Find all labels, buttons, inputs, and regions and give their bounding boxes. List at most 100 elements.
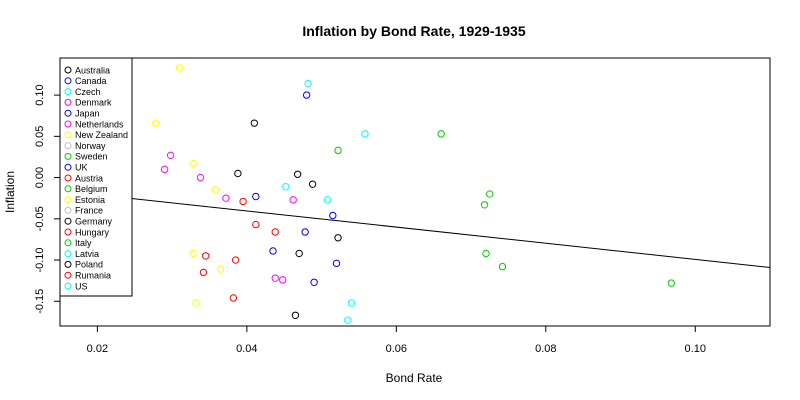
data-point-canada bbox=[302, 91, 311, 99]
legend-marker bbox=[64, 185, 72, 193]
data-point-belgium bbox=[498, 262, 507, 271]
legend-marker bbox=[64, 217, 72, 225]
data-point-japan bbox=[269, 247, 277, 255]
x-tick-label: 0.04 bbox=[236, 343, 257, 355]
y-tick-label: 0.10 bbox=[34, 84, 46, 105]
data-point-netherlands bbox=[271, 274, 279, 282]
data-point-germany bbox=[295, 249, 303, 258]
data-point-canada bbox=[252, 192, 260, 201]
legend-marker bbox=[64, 239, 72, 247]
legend-marker bbox=[64, 271, 72, 279]
x-tick-label: 0.06 bbox=[386, 343, 407, 355]
trend-line-layer bbox=[59, 190, 771, 268]
data-point-uk bbox=[332, 259, 341, 268]
legend-marker bbox=[64, 260, 72, 268]
legend-label: France bbox=[75, 206, 103, 216]
data-point-belgium bbox=[482, 249, 490, 258]
data-point-czech bbox=[304, 79, 312, 88]
legend-label: Denmark bbox=[75, 98, 112, 108]
legend-label: Norway bbox=[75, 141, 106, 151]
y-axis: -0.15 -0.10 -0.05 0.00 0.05 0.10 bbox=[34, 84, 60, 314]
legend-label: UK bbox=[75, 163, 88, 173]
legend-marker bbox=[64, 174, 72, 182]
legend-label: Germany bbox=[75, 217, 113, 227]
legend-marker bbox=[64, 228, 72, 236]
legend-label: New Zealand bbox=[75, 130, 128, 140]
data-point-poland bbox=[291, 311, 300, 319]
legend-marker bbox=[64, 120, 72, 128]
legend-marker bbox=[64, 196, 72, 204]
legend-marker bbox=[64, 88, 72, 96]
data-point-denmark bbox=[196, 173, 205, 182]
data-point-denmark bbox=[166, 151, 175, 160]
data-point-denmark bbox=[289, 196, 297, 204]
legend-box bbox=[59, 57, 133, 297]
legend-marker bbox=[64, 152, 72, 160]
x-tick-label: 0.02 bbox=[87, 343, 108, 355]
data-point-czech bbox=[361, 130, 369, 138]
data-point-hungary bbox=[231, 256, 240, 264]
legend-label: Belgium bbox=[75, 184, 108, 194]
y-tick-label: -0.10 bbox=[34, 247, 46, 272]
data-point-sweden bbox=[486, 190, 494, 198]
data-point-germany bbox=[293, 170, 302, 178]
data-point-hungary bbox=[202, 252, 210, 260]
data-point-austria bbox=[271, 228, 279, 236]
data-point-australia bbox=[234, 169, 242, 178]
legend-label: Latvia bbox=[75, 249, 99, 259]
legend-marker bbox=[64, 77, 72, 85]
legend-marker bbox=[64, 163, 72, 171]
data-point-new-zealand bbox=[189, 159, 197, 168]
data-point-sweden bbox=[437, 130, 445, 138]
legend-marker bbox=[64, 109, 72, 117]
legend: AustraliaCanadaCzechDenmarkJapanNetherla… bbox=[59, 57, 133, 297]
legend-label: Netherlands bbox=[75, 119, 124, 129]
legend-label: Canada bbox=[75, 76, 107, 86]
legend-label: Estonia bbox=[75, 195, 105, 205]
data-point-latvia bbox=[344, 316, 352, 324]
data-point-australia bbox=[250, 119, 259, 127]
y-axis-label: Inflation bbox=[3, 171, 17, 213]
data-point-new-zealand bbox=[211, 186, 220, 194]
data-point-denmark bbox=[222, 194, 230, 202]
x-axis: 0.02 0.04 0.06 0.08 0.10 bbox=[87, 326, 706, 355]
data-point-latvia bbox=[323, 196, 332, 204]
data-point-estonia bbox=[192, 299, 200, 307]
legend-label: Rumania bbox=[75, 271, 111, 281]
data-point-latvia bbox=[347, 299, 356, 307]
legend-label: Japan bbox=[75, 109, 100, 119]
trend-line bbox=[59, 190, 771, 268]
legend-marker bbox=[64, 142, 72, 150]
data-point-belgium bbox=[667, 279, 676, 287]
legend-label: Australia bbox=[75, 65, 110, 75]
data-point-estonia bbox=[189, 249, 197, 258]
data-point-new-zealand bbox=[151, 119, 160, 127]
data-point-austria bbox=[252, 220, 260, 229]
legend-marker bbox=[64, 98, 72, 106]
data-point-hungary bbox=[199, 268, 208, 277]
legend-label: Hungary bbox=[75, 227, 110, 237]
data-point-estonia bbox=[216, 265, 225, 273]
y-tick-label: 0.00 bbox=[34, 167, 46, 188]
y-tick-label: 0.05 bbox=[34, 126, 46, 147]
data-point-netherlands bbox=[160, 165, 169, 174]
legend-label: Austria bbox=[75, 173, 103, 183]
data-point-netherlands bbox=[279, 276, 287, 284]
data-point-japan bbox=[301, 228, 309, 236]
data-point-sweden bbox=[480, 201, 489, 209]
legend-label: US bbox=[75, 281, 88, 291]
x-tick-label: 0.10 bbox=[685, 343, 706, 355]
y-tick-label: -0.05 bbox=[34, 206, 46, 231]
data-point-austria bbox=[239, 197, 247, 206]
data-point-uk bbox=[310, 278, 318, 286]
x-axis-label: Bond Rate bbox=[386, 371, 443, 385]
y-tick-label: -0.15 bbox=[34, 289, 46, 314]
legend-marker bbox=[64, 131, 72, 139]
data-point-sweden bbox=[334, 146, 342, 155]
legend-marker bbox=[64, 206, 72, 214]
legend-label: Czech bbox=[75, 87, 101, 97]
x-tick-label: 0.08 bbox=[535, 343, 556, 355]
chart-title: Inflation by Bond Rate, 1929-1935 bbox=[302, 23, 525, 39]
legend-label: Italy bbox=[75, 238, 92, 248]
data-point-hungary bbox=[229, 294, 238, 302]
